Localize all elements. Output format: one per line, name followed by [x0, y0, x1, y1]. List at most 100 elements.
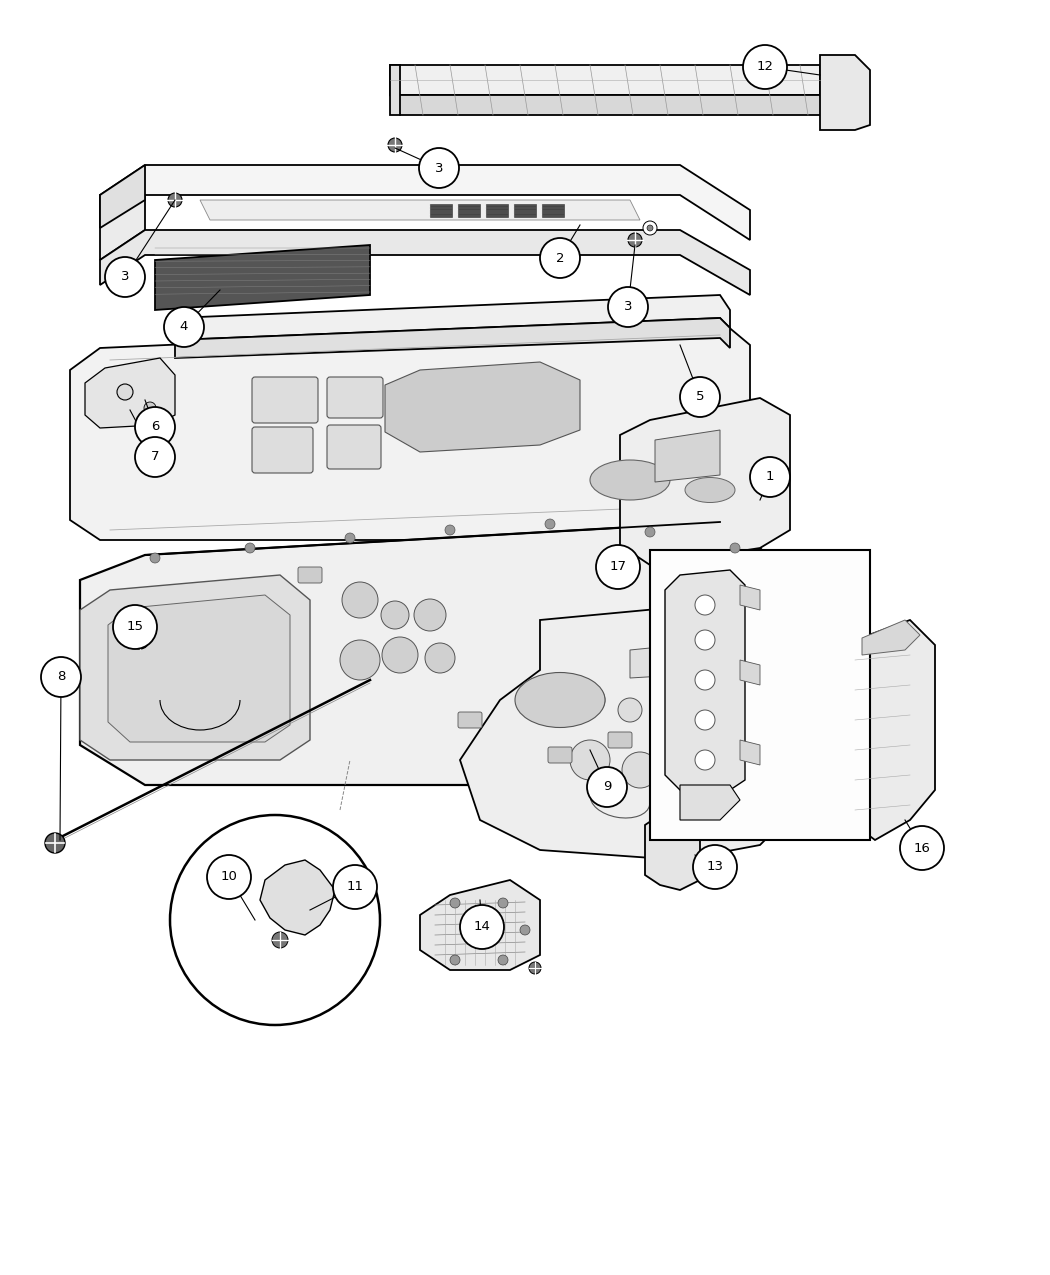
Polygon shape — [100, 164, 145, 228]
Text: 11: 11 — [346, 881, 363, 894]
Circle shape — [272, 932, 288, 949]
Polygon shape — [155, 245, 370, 310]
FancyBboxPatch shape — [650, 550, 870, 840]
Circle shape — [168, 193, 182, 207]
Polygon shape — [620, 398, 790, 565]
Circle shape — [135, 407, 175, 448]
Circle shape — [117, 384, 133, 400]
Circle shape — [743, 45, 788, 89]
Circle shape — [144, 402, 156, 414]
Text: 6: 6 — [151, 421, 160, 434]
Text: 1: 1 — [765, 470, 774, 483]
Circle shape — [750, 456, 790, 497]
Polygon shape — [100, 195, 145, 260]
Text: 12: 12 — [756, 60, 774, 74]
Circle shape — [450, 955, 460, 965]
Polygon shape — [80, 575, 310, 760]
Polygon shape — [460, 606, 785, 861]
Circle shape — [900, 826, 944, 870]
Circle shape — [381, 601, 410, 629]
Polygon shape — [385, 362, 580, 453]
Text: 2: 2 — [555, 251, 564, 264]
Circle shape — [105, 258, 145, 297]
Circle shape — [520, 924, 530, 935]
Polygon shape — [390, 65, 820, 96]
Text: 3: 3 — [624, 301, 632, 314]
Circle shape — [570, 740, 610, 780]
Circle shape — [680, 377, 720, 417]
Polygon shape — [390, 65, 400, 115]
FancyBboxPatch shape — [327, 377, 383, 418]
Circle shape — [587, 768, 627, 807]
Polygon shape — [165, 295, 730, 340]
Polygon shape — [175, 317, 730, 358]
Text: 3: 3 — [435, 162, 443, 175]
Circle shape — [608, 287, 648, 326]
Polygon shape — [740, 660, 760, 685]
Ellipse shape — [514, 672, 605, 728]
Circle shape — [529, 963, 541, 974]
Circle shape — [695, 750, 715, 770]
Ellipse shape — [590, 460, 670, 500]
Circle shape — [131, 631, 149, 649]
Circle shape — [41, 657, 81, 697]
Circle shape — [596, 544, 640, 589]
Polygon shape — [420, 880, 540, 970]
Polygon shape — [430, 204, 452, 217]
Circle shape — [730, 543, 740, 553]
FancyBboxPatch shape — [252, 377, 318, 423]
Circle shape — [414, 599, 446, 631]
Polygon shape — [542, 204, 564, 217]
Circle shape — [164, 307, 204, 347]
FancyBboxPatch shape — [548, 747, 572, 762]
Circle shape — [419, 148, 459, 187]
Circle shape — [342, 581, 378, 618]
Circle shape — [460, 905, 504, 949]
Circle shape — [333, 864, 377, 909]
Circle shape — [498, 955, 508, 965]
Polygon shape — [80, 521, 785, 785]
Text: 9: 9 — [603, 780, 611, 793]
FancyBboxPatch shape — [608, 732, 632, 748]
Text: 13: 13 — [707, 861, 723, 873]
Polygon shape — [100, 230, 750, 295]
Circle shape — [540, 238, 580, 278]
Polygon shape — [108, 595, 290, 742]
FancyBboxPatch shape — [298, 567, 322, 583]
Circle shape — [450, 898, 460, 908]
Circle shape — [645, 527, 655, 537]
Circle shape — [666, 676, 694, 704]
Circle shape — [693, 845, 737, 889]
Polygon shape — [486, 204, 508, 217]
Text: 16: 16 — [914, 842, 930, 854]
Circle shape — [498, 898, 508, 908]
Polygon shape — [514, 204, 536, 217]
Circle shape — [695, 710, 715, 731]
Polygon shape — [680, 785, 740, 820]
Text: 10: 10 — [220, 871, 237, 884]
Polygon shape — [740, 585, 760, 609]
Circle shape — [245, 543, 255, 553]
FancyBboxPatch shape — [252, 427, 313, 473]
Text: 7: 7 — [151, 450, 160, 464]
Circle shape — [45, 833, 65, 853]
Circle shape — [345, 533, 355, 543]
Circle shape — [545, 519, 555, 529]
Circle shape — [622, 752, 658, 788]
Circle shape — [113, 606, 158, 649]
Polygon shape — [740, 740, 760, 765]
Circle shape — [628, 233, 642, 247]
Text: 17: 17 — [609, 561, 627, 574]
Polygon shape — [665, 570, 745, 790]
Circle shape — [695, 595, 715, 615]
Circle shape — [170, 815, 380, 1025]
Circle shape — [618, 697, 642, 722]
Polygon shape — [70, 320, 750, 541]
Polygon shape — [390, 96, 830, 115]
Polygon shape — [862, 620, 920, 655]
Text: 3: 3 — [121, 270, 129, 283]
Polygon shape — [200, 200, 640, 221]
FancyBboxPatch shape — [327, 425, 381, 469]
Circle shape — [425, 643, 455, 673]
Circle shape — [382, 638, 418, 673]
